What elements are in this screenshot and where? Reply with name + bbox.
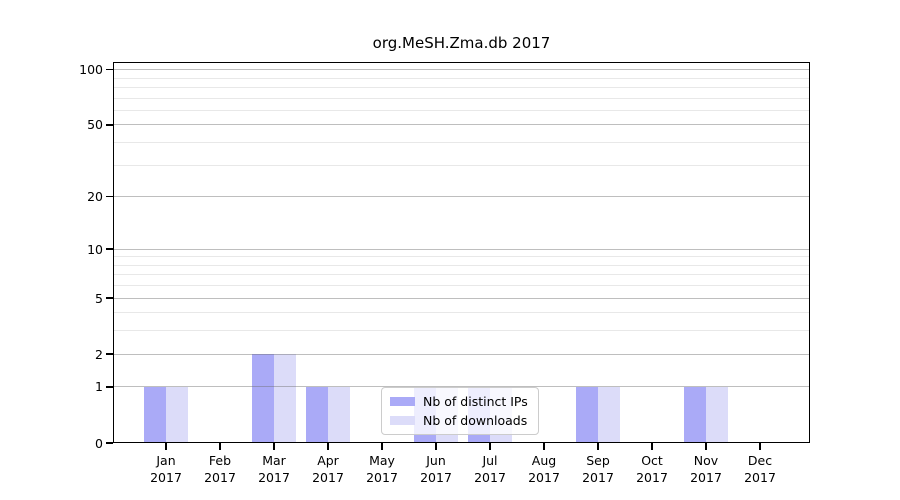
x-tick-mark — [597, 443, 599, 450]
x-tick-label-dec: Dec 2017 — [744, 453, 776, 485]
x-tick-mark — [165, 443, 167, 450]
x-tick-mark — [327, 443, 329, 450]
y-tick-mark — [106, 248, 113, 250]
bar-sep-ips — [576, 386, 598, 443]
x-tick-label-jul: Jul 2017 — [474, 453, 506, 485]
x-tick-label-mar: Mar 2017 — [258, 453, 290, 485]
x-tick-label-sep: Sep 2017 — [582, 453, 614, 485]
y-minor-gridline — [113, 97, 810, 99]
y-major-gridline — [113, 297, 810, 299]
bar-sep-downloads — [598, 386, 620, 443]
bar-mar-ips — [252, 354, 274, 443]
bar-mar-downloads — [274, 354, 296, 443]
x-tick-label-jun: Jun 2017 — [420, 453, 452, 485]
y-major-gridline — [113, 124, 810, 126]
y-tick-label: 100 — [79, 62, 103, 78]
y-major-gridline — [113, 353, 810, 355]
y-minor-gridline — [113, 330, 810, 332]
y-tick-mark — [106, 297, 113, 299]
x-tick-label-jan: Jan 2017 — [150, 453, 182, 485]
legend-swatch-distinct-ips — [390, 397, 415, 406]
x-tick-mark — [489, 443, 491, 450]
x-tick-mark — [543, 443, 545, 450]
bar-jan-downloads — [166, 386, 188, 443]
y-minor-gridline — [113, 142, 810, 144]
x-tick-label-nov: Nov 2017 — [690, 453, 722, 485]
y-minor-gridline — [113, 256, 810, 258]
legend-label-distinct-ips: Nb of distinct IPs — [423, 394, 528, 409]
legend-item-distinct-ips: Nb of distinct IPs — [390, 394, 528, 409]
x-tick-label-feb: Feb 2017 — [204, 453, 236, 485]
y-tick-label: 2 — [95, 346, 103, 362]
y-minor-gridline — [113, 109, 810, 111]
x-tick-mark — [705, 443, 707, 450]
y-tick-label: 20 — [87, 189, 103, 205]
y-minor-gridline — [113, 312, 810, 314]
y-major-gridline — [113, 196, 810, 198]
y-minor-gridline — [113, 77, 810, 79]
bar-apr-downloads — [328, 386, 350, 443]
legend-item-downloads: Nb of downloads — [390, 413, 528, 428]
y-tick-mark — [106, 124, 113, 126]
y-tick-label: 1 — [95, 379, 103, 395]
bar-nov-downloads — [706, 386, 728, 443]
y-minor-gridline — [113, 86, 810, 88]
y-tick-mark — [106, 195, 113, 198]
y-minor-gridline — [113, 285, 810, 287]
x-tick-mark — [219, 443, 221, 450]
x-tick-label-apr: Apr 2017 — [312, 453, 344, 485]
y-tick-mark — [106, 353, 113, 355]
y-tick-mark — [106, 442, 113, 444]
y-major-gridline — [113, 248, 810, 250]
x-tick-mark — [651, 443, 653, 450]
y-tick-mark — [106, 68, 113, 71]
bar-apr-ips — [306, 386, 328, 443]
bar-nov-ips — [684, 386, 706, 443]
legend: Nb of distinct IPs Nb of downloads — [381, 387, 539, 435]
y-tick-label: 5 — [95, 290, 103, 306]
y-tick-label: 50 — [87, 117, 103, 133]
y-minor-gridline — [113, 164, 810, 166]
bar-jan-ips — [144, 386, 166, 443]
y-tick-label: 10 — [87, 241, 103, 257]
x-tick-label-may: May 2017 — [366, 453, 398, 485]
chart-title: org.MeSH.Zma.db 2017 — [372, 34, 551, 52]
y-tick-mark — [106, 386, 113, 388]
y-minor-gridline — [113, 274, 810, 276]
plot-area: Nb of distinct IPs Nb of downloads — [113, 62, 810, 443]
x-tick-mark — [381, 443, 383, 450]
x-tick-label-oct: Oct 2017 — [636, 453, 668, 485]
y-tick-label: 0 — [95, 435, 103, 451]
x-tick-mark — [435, 443, 437, 450]
y-minor-gridline — [113, 264, 810, 266]
legend-swatch-downloads — [390, 416, 415, 425]
x-tick-label-aug: Aug 2017 — [528, 453, 560, 485]
y-major-gridline — [113, 69, 810, 71]
y-major-gridline — [113, 386, 810, 388]
x-tick-mark — [273, 443, 275, 450]
legend-label-downloads: Nb of downloads — [423, 413, 528, 428]
x-tick-mark — [759, 443, 761, 450]
